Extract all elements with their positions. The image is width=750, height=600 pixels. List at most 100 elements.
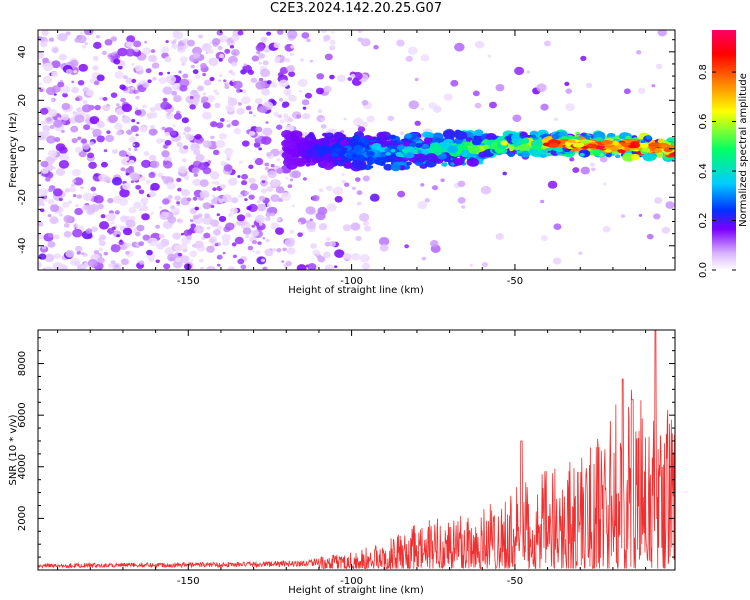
spectrogram-cell — [454, 42, 465, 52]
spectrogram-cell — [174, 195, 181, 201]
spectrogram-cell — [260, 188, 268, 194]
spectrogram-cell — [291, 204, 295, 208]
spectrogram-cell — [612, 140, 619, 146]
spectrogram-cell — [359, 253, 370, 263]
spectrogram-cell — [135, 107, 139, 110]
spectrogram-cell — [213, 229, 221, 236]
spectrogram-cell — [495, 84, 505, 92]
spectrogram-cell — [126, 35, 136, 43]
spectrogram-cell — [185, 134, 194, 141]
spectrogram-cell — [218, 53, 225, 59]
spectrogram-cell — [628, 144, 636, 149]
spectrogram-cell — [219, 132, 227, 140]
spectrogram-y-label: Frequency (Hz) — [8, 112, 19, 188]
spectrogram-cell — [237, 258, 245, 265]
spectrogram-cell — [312, 249, 321, 256]
spectrogram-cell — [49, 204, 60, 212]
spectrogram-cell — [139, 126, 148, 133]
spectrogram-cell — [231, 79, 236, 83]
spectrogram-cell — [53, 166, 56, 170]
spectrogram-cell — [383, 163, 393, 171]
snr-panel: -150 -100 -50 2000 4000 6000 8000 Height of st… — [8, 329, 676, 596]
spectrogram-cell — [258, 53, 266, 59]
spectrogram-cell — [421, 143, 429, 149]
spectrogram-cell — [202, 92, 207, 96]
spectrogram-cell — [76, 34, 87, 44]
spectrogram-cell — [206, 245, 215, 253]
spectrogram-cell — [461, 141, 467, 146]
spectrogram-cell — [361, 262, 371, 270]
spectrogram-cell — [63, 230, 72, 238]
spectrogram-cell — [172, 82, 182, 91]
spectrogram-cell — [289, 229, 295, 234]
spectrogram-cell — [420, 54, 430, 62]
spectrogram-cell — [296, 264, 307, 270]
spectrogram-cell — [310, 243, 317, 249]
spectrogram-cell — [502, 171, 507, 176]
spectrogram-cell — [232, 254, 237, 259]
spectrogram-cell — [125, 41, 134, 48]
spectrogram-cell — [164, 139, 172, 146]
spectrogram-cell — [265, 216, 271, 222]
spectrogram-cell — [130, 180, 135, 184]
spectrogram-cell — [262, 237, 266, 240]
spectrogram-cell — [51, 71, 59, 78]
colorbar-label: Normalized spectral amplitude — [738, 73, 749, 227]
spectrogram-cell — [467, 145, 480, 154]
spectrogram-cell — [245, 234, 250, 239]
snr-y-label: SNR (10 * v/v) — [8, 414, 19, 485]
spectrogram-cell — [212, 187, 217, 191]
spectrogram-cell — [291, 170, 301, 179]
spectrogram-cell — [76, 107, 82, 113]
spectrogram-cell — [270, 179, 280, 188]
spectrogram-cell — [218, 58, 223, 62]
spectrogram-cell — [74, 146, 83, 153]
spectrogram-cell — [251, 249, 255, 253]
spectrogram-cell — [290, 45, 295, 49]
spectrogram-cell — [318, 223, 328, 231]
spectrogram-cell — [440, 178, 445, 183]
spectrogram-cell — [199, 137, 204, 142]
spectrogram-cell — [341, 179, 346, 184]
spectrogram-cell — [194, 133, 202, 140]
spectrogram-cell — [189, 104, 196, 110]
spectrogram-cell — [128, 136, 137, 143]
spectrogram-cell — [190, 64, 195, 69]
spectrogram-heatmap — [38, 30, 675, 270]
spectrogram-cell — [276, 124, 283, 130]
spectrogram-cell — [567, 139, 576, 144]
spectrogram-cell — [226, 119, 230, 123]
spectrogram-cell — [175, 257, 182, 263]
spectrogram-cell — [510, 134, 520, 141]
spectrogram-cell — [39, 107, 49, 115]
spectrogram-cell — [72, 228, 83, 238]
spectrogram-cell — [318, 188, 324, 193]
spectrogram-cell — [130, 125, 139, 133]
spectrogram-cell — [110, 36, 118, 42]
spectrogram-cell — [637, 87, 646, 94]
y-tick-label: 4000 — [17, 454, 28, 479]
spectrogram-cell — [488, 101, 497, 109]
spectrogram-cell — [136, 121, 140, 125]
spectrogram-cell — [138, 241, 145, 247]
spectrogram-cell — [243, 63, 247, 67]
spectrogram-cell — [331, 31, 335, 34]
spectrogram-cell — [192, 178, 202, 187]
spectrogram-cell — [415, 158, 420, 162]
spectrogram-cell — [125, 172, 130, 176]
spectrogram-cell — [252, 240, 258, 245]
spectrogram-cell — [284, 238, 295, 248]
spectrogram-cell — [89, 203, 100, 212]
spectrogram-cell — [351, 159, 365, 169]
spectrogram-cell — [297, 232, 303, 238]
spectrogram-cell — [474, 40, 485, 49]
spectrogram-cell — [242, 227, 252, 235]
spectrogram-cell — [128, 159, 135, 165]
spectrogram-cell — [72, 194, 77, 198]
spectrogram-cell — [210, 204, 215, 209]
spectrogram-cell — [387, 115, 395, 122]
spectrogram-cell — [298, 89, 302, 93]
spectrogram-cell — [424, 198, 431, 203]
spectrogram-cell — [473, 135, 478, 139]
spectrogram-cell — [115, 108, 125, 116]
